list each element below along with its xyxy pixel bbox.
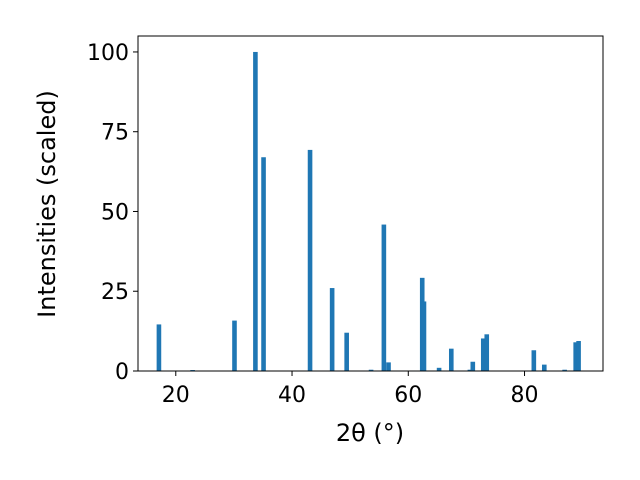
bar-0 — [156, 324, 162, 371]
bar-12 — [421, 301, 427, 371]
bar-10 — [386, 362, 391, 371]
y-axis-ticks: 0 25 50 75 100 — [87, 41, 138, 385]
bar-20 — [541, 364, 547, 371]
bar-17 — [480, 338, 486, 371]
bar-4 — [261, 157, 266, 371]
bar-13 — [436, 367, 442, 371]
x-axis-ticks: 20 40 60 80 — [162, 371, 539, 408]
bars-group — [156, 51, 581, 371]
bar-14 — [448, 348, 454, 371]
bar-22 — [573, 342, 578, 371]
bar-2 — [232, 320, 237, 371]
x-tick-label: 40 — [278, 383, 306, 408]
bar-9 — [381, 224, 387, 371]
bar-23 — [576, 341, 581, 371]
bar-21 — [562, 369, 567, 371]
x-tick-label: 60 — [394, 383, 422, 408]
bar-6 — [329, 288, 335, 371]
bar-15 — [467, 369, 473, 371]
x-tick-label: 20 — [162, 383, 190, 408]
bar-5 — [307, 149, 313, 371]
bar-18 — [484, 334, 490, 371]
bar-7 — [344, 332, 349, 371]
bar-16 — [470, 361, 476, 371]
bar-8 — [368, 369, 374, 371]
y-axis-label: Intensities (scaled) — [33, 90, 61, 318]
y-tick-label: 100 — [87, 41, 129, 66]
y-tick-label: 0 — [115, 360, 129, 385]
bar-3 — [253, 51, 258, 371]
y-tick-label: 50 — [101, 200, 129, 225]
plot-frame — [137, 35, 604, 372]
bar-19 — [531, 350, 537, 371]
y-tick-label: 25 — [101, 280, 129, 305]
x-tick-label: 80 — [511, 383, 539, 408]
y-tick-label: 75 — [101, 121, 129, 146]
x-axis-label: 2θ (°) — [336, 419, 404, 447]
